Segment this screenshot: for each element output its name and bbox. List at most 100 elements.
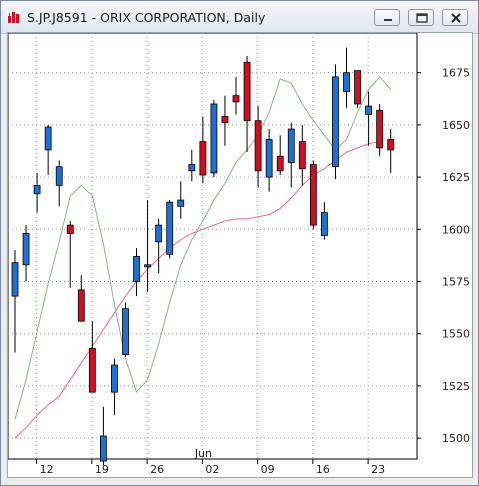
y-tick-label: 1575 (442, 276, 470, 289)
candle (320, 202, 328, 240)
y-tick-label: 1625 (442, 171, 470, 184)
candle (177, 181, 185, 219)
candle-body-up (210, 103, 218, 174)
candles (11, 47, 395, 466)
candle-body-up (122, 308, 129, 355)
y-tick-label: 1650 (442, 119, 470, 132)
candle-body-up (100, 435, 107, 462)
candle-body-down (376, 109, 384, 149)
month-label: Jun (194, 447, 212, 460)
candle-body-up (11, 262, 19, 297)
candle (243, 55, 251, 153)
candle-body-down (199, 141, 207, 176)
close-button[interactable] (442, 9, 468, 26)
candle (365, 91, 373, 146)
x-tick-label: 19 (95, 463, 109, 476)
y-tick-label: 1550 (442, 328, 470, 341)
candle-body-up (33, 185, 41, 195)
candle (343, 47, 350, 109)
candle-body-down (88, 347, 96, 393)
x-tick-label: 26 (150, 463, 164, 476)
candle-body-down (221, 116, 229, 124)
x-tick-label: 23 (371, 463, 385, 476)
title-bar[interactable]: S.JP.J8591 - ORIX CORPORATION, Daily (1, 1, 478, 34)
candle (376, 104, 384, 157)
candle-body-up (111, 364, 118, 393)
candle-body-up (332, 76, 339, 168)
candle (77, 275, 85, 322)
candle-body-up (55, 166, 63, 186)
candle (155, 218, 163, 274)
window-title: S.JP.J8591 - ORIX CORPORATION, Daily (27, 10, 266, 25)
candle-body-up (343, 72, 350, 92)
candle-body-down (243, 61, 251, 122)
candle-body-up (365, 105, 373, 115)
candle-body-up (265, 139, 273, 178)
axes: 1500 1525 1550 1575 1600 1625 1650 1675 12 19 26 02… (36, 67, 470, 476)
candle (111, 358, 118, 416)
candle-body-down (66, 224, 74, 234)
candle-body-up (22, 233, 30, 266)
candle (309, 160, 317, 230)
x-tick-label: 09 (261, 463, 275, 476)
candle (188, 149, 196, 182)
ma-long-line (14, 141, 380, 439)
candle-body-down (387, 139, 395, 151)
candle (298, 124, 306, 186)
candle-body-down (276, 155, 284, 172)
restore-icon (416, 13, 428, 23)
candlestick-chart[interactable]: 1500 1525 1550 1575 1600 1625 1650 1675 12 19 26 02… (8, 33, 474, 479)
moving-averages (14, 76, 392, 439)
candle-body-up (44, 126, 52, 151)
candle (33, 172, 41, 213)
ma-short-line (14, 76, 392, 420)
restore-button[interactable] (408, 9, 434, 26)
candle (232, 76, 240, 115)
y-tick-label: 1500 (442, 432, 470, 445)
candle-body-up (133, 256, 140, 282)
candle (88, 321, 96, 393)
candle-body-up (188, 164, 196, 172)
candle-body-down (309, 164, 317, 226)
minimize-button[interactable] (374, 9, 400, 26)
candle (122, 302, 129, 357)
candle-body-up (287, 128, 295, 163)
candle (11, 250, 19, 353)
candle (199, 116, 207, 184)
y-tick-label: 1600 (442, 223, 470, 236)
candle (133, 248, 140, 297)
candle-body-down (77, 289, 85, 322)
candle (166, 200, 174, 259)
candle-body-up (177, 199, 185, 207)
grid (8, 33, 417, 459)
candle (210, 99, 218, 178)
candle (55, 160, 63, 207)
candle-body-down (354, 70, 361, 105)
candle (254, 106, 262, 188)
candle-body-down (254, 120, 262, 172)
candle-body-down (232, 95, 240, 103)
chart-area[interactable]: 1500 1525 1550 1575 1600 1625 1650 1675 12 19 26 02… (7, 32, 473, 478)
candle (22, 225, 30, 282)
candle (144, 200, 152, 292)
x-tick-label: 02 (205, 463, 219, 476)
candle (287, 122, 295, 188)
y-tick-label: 1525 (442, 380, 470, 393)
candle (44, 124, 52, 175)
x-tick-label: 12 (40, 463, 54, 476)
y-tick-label: 1675 (442, 67, 470, 80)
minimize-icon (384, 19, 392, 21)
candle-body-up (144, 264, 152, 268)
x-tick-label: 16 (316, 463, 330, 476)
candle (66, 220, 74, 288)
chart-app-icon (7, 10, 21, 24)
candle (387, 129, 395, 173)
close-icon (451, 13, 461, 23)
candle (354, 70, 361, 109)
candle-body-up (320, 212, 328, 236)
candle-body-up (166, 201, 174, 255)
candle-body-up (155, 224, 163, 243)
candle (265, 129, 273, 192)
candle (221, 95, 229, 146)
